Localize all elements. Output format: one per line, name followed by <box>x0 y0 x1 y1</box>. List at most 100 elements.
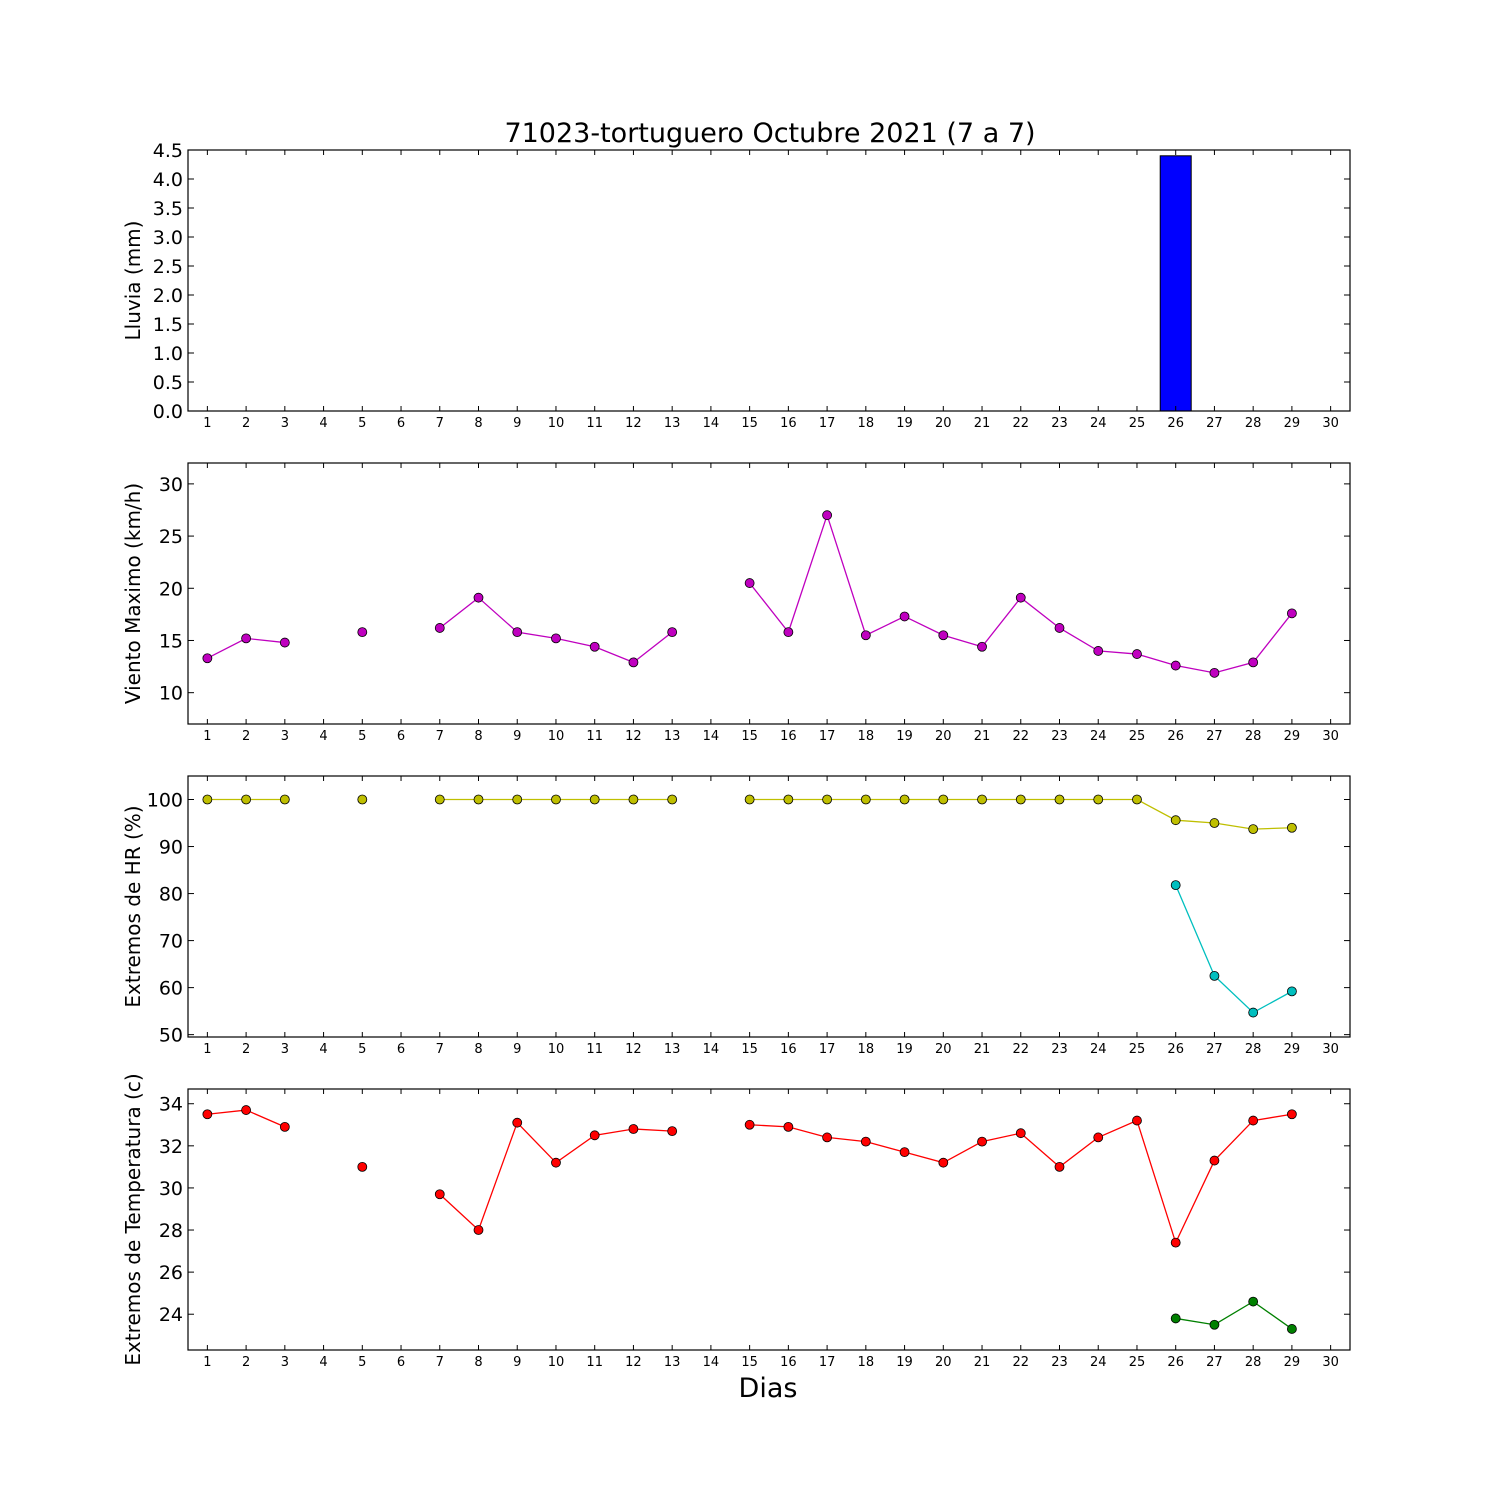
x-tick-label: 24 <box>1090 416 1107 431</box>
point-day-16 <box>783 1121 794 1132</box>
x-tick-label: 17 <box>819 1042 836 1057</box>
point-day-27 <box>1209 1155 1220 1166</box>
point-day-17 <box>822 510 832 521</box>
x-tick-label: 5 <box>358 1355 366 1370</box>
x-tick-label: 9 <box>513 1355 521 1370</box>
y-tick-label: 24 <box>159 1304 183 1326</box>
x-tick-label: 13 <box>664 1355 681 1370</box>
point-day-17 <box>822 794 832 805</box>
y-tick-label: 70 <box>159 931 183 953</box>
point-day-24 <box>1093 646 1104 656</box>
point-day-5 <box>357 794 368 805</box>
point-day-18 <box>860 794 871 805</box>
x-tick-label: 12 <box>625 1355 642 1370</box>
point-day-27 <box>1209 1319 1220 1330</box>
x-tick-label: 18 <box>858 1042 875 1057</box>
point-day-7 <box>434 623 445 633</box>
x-tick-label: 4 <box>319 729 327 744</box>
point-day-7 <box>434 1189 445 1200</box>
x-tick-label: 6 <box>397 1042 405 1057</box>
x-tick-label: 4 <box>319 1042 327 1057</box>
point-day-9 <box>512 1117 523 1128</box>
point-day-26 <box>1170 880 1181 890</box>
point-day-3 <box>279 637 290 648</box>
point-day-2 <box>241 633 252 644</box>
x-tick-label: 11 <box>586 729 603 744</box>
point-day-26 <box>1170 660 1181 671</box>
x-tick-label: 22 <box>1012 416 1029 431</box>
series-line <box>1175 884 1293 1014</box>
x-tick-label: 17 <box>819 729 836 744</box>
x-tick-label: 11 <box>586 1042 603 1057</box>
x-tick-label: 17 <box>819 416 836 431</box>
point-day-18 <box>860 630 871 641</box>
point-day-21 <box>977 1136 987 1147</box>
point-day-15 <box>744 1119 755 1130</box>
x-tick-label: 26 <box>1167 1042 1184 1057</box>
y-tick-label: 26 <box>159 1262 183 1284</box>
point-day-9 <box>512 627 523 638</box>
x-tick-label: 4 <box>319 1355 327 1370</box>
x-tick-label: 10 <box>548 1042 565 1057</box>
x-tick-label: 28 <box>1245 1355 1262 1370</box>
y-tick-label: 3.5 <box>153 198 183 220</box>
x-tick-label: 13 <box>664 729 681 744</box>
x-tick-label: 21 <box>974 1042 991 1057</box>
point-day-11 <box>589 794 600 805</box>
x-tick-label: 9 <box>513 1042 521 1057</box>
x-tick-label: 29 <box>1284 1355 1301 1370</box>
x-tick-label: 14 <box>703 729 720 744</box>
x-tick-label: 11 <box>586 1355 603 1370</box>
bar-day-26 <box>1159 155 1192 412</box>
x-tick-label: 25 <box>1129 1355 1146 1370</box>
point-day-13 <box>667 627 678 638</box>
x-tick-label: 21 <box>974 729 991 744</box>
x-axis-label: Dias <box>739 1373 798 1404</box>
x-tick-label: 29 <box>1284 1042 1301 1057</box>
x-tick-label: 18 <box>858 1355 875 1370</box>
point-day-22 <box>1015 592 1026 603</box>
x-tick-label: 14 <box>703 1042 720 1057</box>
y-tick-label: 0.5 <box>153 372 183 394</box>
x-tick-label: 23 <box>1051 729 1068 744</box>
x-tick-label: 19 <box>896 1355 913 1370</box>
x-tick-label: 14 <box>703 1355 720 1370</box>
x-tick-label: 21 <box>974 1355 991 1370</box>
point-day-26 <box>1170 815 1181 826</box>
point-day-12 <box>628 1124 639 1134</box>
plot-frame <box>187 775 1351 1038</box>
x-tick-label: 7 <box>436 1355 444 1370</box>
point-day-16 <box>783 627 794 638</box>
x-tick-label: 19 <box>896 416 913 431</box>
x-tick-label: 17 <box>819 1355 836 1370</box>
x-tick-label: 26 <box>1167 1355 1184 1370</box>
y-tick-label: 30 <box>159 1178 183 1200</box>
y-tick-label: 32 <box>159 1136 183 1158</box>
point-day-3 <box>279 1121 290 1132</box>
y-tick-label: 4.5 <box>153 140 183 162</box>
x-tick-label: 30 <box>1322 1355 1339 1370</box>
x-tick-label: 15 <box>741 729 758 744</box>
x-tick-label: 8 <box>474 1355 482 1370</box>
point-day-29 <box>1287 1109 1297 1120</box>
y-tick-label: 1.0 <box>153 343 183 365</box>
y-tick-label: 90 <box>159 837 183 859</box>
x-tick-label: 27 <box>1206 729 1223 744</box>
x-tick-label: 6 <box>397 416 405 431</box>
y-tick-label: 0.0 <box>153 401 183 423</box>
x-tick-label: 18 <box>858 416 875 431</box>
x-tick-label: 3 <box>281 729 289 744</box>
point-day-12 <box>628 794 639 805</box>
x-tick-label: 20 <box>935 729 952 744</box>
point-day-1 <box>202 653 213 664</box>
y-tick-label: 28 <box>159 1220 183 1242</box>
point-day-28 <box>1248 824 1259 835</box>
x-tick-label: 29 <box>1284 729 1301 744</box>
x-tick-label: 8 <box>474 416 482 431</box>
point-day-26 <box>1170 1237 1181 1248</box>
y-tick-label: 2.0 <box>153 285 183 307</box>
y-tick-label: 30 <box>159 474 183 496</box>
x-tick-label: 12 <box>625 1042 642 1057</box>
x-tick-label: 5 <box>358 729 366 744</box>
point-day-24 <box>1093 794 1104 805</box>
